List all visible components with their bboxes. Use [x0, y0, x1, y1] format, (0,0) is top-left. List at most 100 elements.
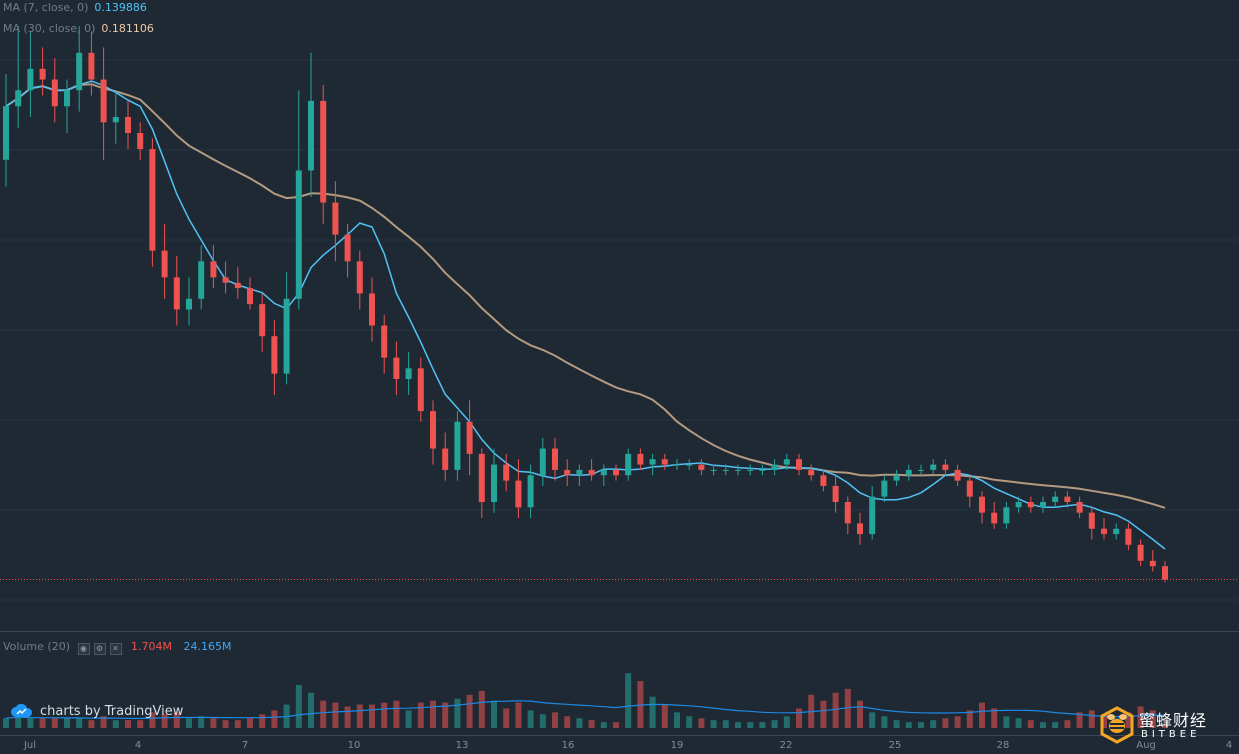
candle [320, 84, 327, 224]
candle [88, 31, 95, 96]
candle [954, 464, 961, 486]
volume-bar [747, 722, 754, 728]
ma7-legend[interactable]: MA (7, close, 0) 0.139886 [3, 0, 147, 16]
time-axis[interactable]: Jul 4 7 10 13 16 19 22 25 28 Aug 4 [0, 735, 1239, 752]
candle-body [1137, 544, 1144, 561]
volume-bar [173, 712, 180, 728]
volume-bar [710, 720, 717, 728]
volume-bar [88, 720, 95, 728]
candle-body [1076, 502, 1083, 513]
candle-body [930, 464, 937, 470]
volume-bar [1076, 712, 1083, 728]
volume-bar [1064, 720, 1071, 728]
candle-body [759, 469, 766, 471]
candle-body [564, 469, 571, 476]
candle [1015, 496, 1022, 513]
candle [283, 272, 290, 385]
volume-bar [905, 722, 912, 728]
candle-body [1015, 502, 1022, 508]
candle-body [966, 480, 973, 497]
candle [844, 496, 851, 535]
time-axis-label: 4 [1226, 740, 1232, 751]
candle [186, 277, 192, 326]
candle [625, 448, 632, 481]
candle [64, 79, 70, 133]
volume-bar [271, 710, 278, 728]
candle [552, 437, 558, 481]
candle [820, 469, 827, 492]
candle-body [259, 304, 266, 337]
volume-bar [491, 700, 497, 728]
candle-body [381, 325, 388, 358]
tradingview-attribution[interactable]: charts by TradingView [10, 702, 183, 722]
candle [1003, 502, 1010, 529]
volume-bar [295, 684, 302, 728]
bee-logo-icon [1100, 706, 1134, 744]
volume-bar [759, 722, 766, 728]
volume-legend-name: Volume (20) [3, 640, 70, 653]
candle [735, 464, 741, 476]
candle-body [222, 277, 229, 283]
candle [1137, 539, 1144, 567]
volume-bar [893, 720, 900, 728]
volume-bar [478, 690, 485, 728]
candle-body [1003, 507, 1010, 524]
candle-body [356, 261, 363, 294]
volume-bar [466, 694, 473, 728]
candle [442, 432, 449, 481]
volume-bar [247, 718, 253, 728]
volume-bar [39, 718, 46, 728]
volume-bar [918, 722, 924, 728]
candle-body [1162, 566, 1168, 580]
candle [466, 400, 473, 476]
candle [857, 512, 863, 545]
time-axis-label: Jul [23, 740, 36, 751]
ma30-legend-value: 0.181106 [101, 22, 154, 35]
candle-body [1088, 512, 1095, 529]
candle [991, 502, 998, 529]
volume-bar [1003, 716, 1010, 728]
candle [3, 74, 9, 187]
volume-legend[interactable]: Volume (20) ◉ ⚙ ✕ 1.704M 24.165M [3, 639, 231, 655]
candle [39, 47, 46, 96]
candle [686, 459, 693, 470]
volume-bar [27, 718, 34, 728]
candle-body [1125, 528, 1132, 545]
volume-bar [783, 716, 790, 728]
volume-bar [588, 720, 595, 728]
volume-bar [100, 716, 107, 728]
volume-bar [1088, 710, 1095, 728]
ma30-legend[interactable]: MA (30, close, 0) 0.181106 [3, 21, 154, 37]
candle [417, 357, 424, 422]
eye-icon[interactable]: ◉ [77, 643, 90, 655]
volume-bar [308, 692, 314, 728]
time-axis-label: 10 [348, 740, 361, 751]
ma7-legend-name: MA (7, close, 0) [3, 1, 89, 14]
volume-bar [832, 692, 839, 728]
candle [222, 261, 229, 294]
candle-body [576, 469, 583, 476]
volume-bar [503, 708, 510, 728]
candle [210, 245, 217, 289]
candle-body [1027, 502, 1034, 508]
candle [564, 459, 571, 486]
candle-body [405, 368, 412, 379]
volume-legend-value: 1.704M [131, 640, 172, 653]
gear-icon[interactable]: ⚙ [93, 643, 106, 655]
volume-bar [649, 696, 656, 728]
volume-bar [820, 700, 827, 728]
candle [491, 448, 497, 513]
candle-body [3, 106, 9, 160]
ma30-legend-name: MA (30, close, 0) [3, 22, 96, 35]
candle [112, 90, 119, 144]
candle [332, 181, 339, 262]
volume-bar [1101, 714, 1107, 728]
time-axis-label: 22 [780, 740, 793, 751]
close-icon[interactable]: ✕ [109, 643, 122, 655]
time-axis-label: Aug [1136, 740, 1156, 751]
price-grid [0, 59, 1239, 601]
volume-bar [112, 720, 119, 728]
candle [710, 464, 717, 476]
